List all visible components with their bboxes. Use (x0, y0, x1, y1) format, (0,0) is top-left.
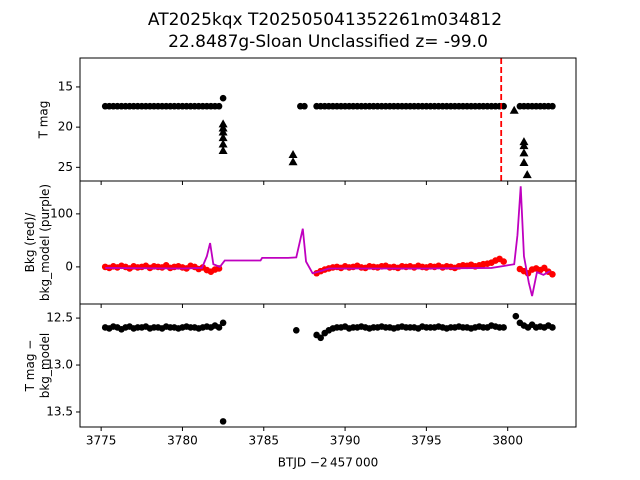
x-tick-label: 3800 (492, 434, 523, 448)
point (301, 102, 308, 110)
upper-limit (218, 145, 228, 154)
upper-limit (218, 119, 228, 128)
y-tick-label: 0 (65, 259, 73, 273)
point (292, 326, 300, 334)
y-tick-label: 100 (50, 206, 73, 220)
point (512, 312, 520, 320)
y-tick-label: 20 (58, 120, 73, 134)
axes-frame (79, 303, 577, 428)
upper-limit (218, 127, 228, 136)
y-tick-label: 13.5 (46, 404, 73, 418)
x-tick-label: 3790 (330, 434, 361, 448)
upper-limit (519, 137, 529, 146)
title-line: AT2025kqx T202505041352261m034812 (148, 10, 502, 30)
point (549, 324, 556, 331)
upper-limit (519, 141, 529, 150)
upper-limit (519, 148, 529, 157)
point (219, 319, 227, 327)
point (500, 324, 507, 331)
upper-limit (509, 105, 519, 114)
plot-area (101, 312, 556, 425)
x-tick-label: 3780 (167, 434, 198, 448)
point (549, 271, 556, 278)
upper-limit (522, 170, 532, 179)
upper-limit (218, 133, 228, 142)
model-line (105, 186, 551, 297)
point (215, 102, 223, 110)
plot-area (101, 58, 556, 181)
y-tick-label: 12.5 (46, 311, 73, 325)
plot-area (101, 186, 556, 297)
upper-limit (288, 149, 298, 158)
x-tick-label: 3795 (411, 434, 442, 448)
upper-limit (519, 158, 529, 167)
y-tick-label: 15 (58, 79, 73, 93)
y-axis-label: bkg_model (38, 333, 52, 399)
axes-frame (79, 180, 577, 305)
y-axis-label: Bkg (red)/ (23, 212, 37, 273)
x-axis-label: BTJD −2 457 000 (278, 456, 378, 470)
y-axis-label: T mag − (23, 340, 37, 393)
y-tick-label: 13.0 (46, 358, 73, 372)
y-tick-label: 25 (58, 160, 73, 174)
y-axis-label: bkg_model (purple) (38, 184, 52, 301)
point (500, 258, 507, 265)
point (215, 324, 223, 331)
title-line: 22.8487g-Sloan Unclassified z= -99.0 (168, 32, 488, 52)
upper-limit (218, 139, 228, 148)
upper-limit (218, 123, 228, 132)
x-tick-label: 3775 (86, 434, 117, 448)
x-tick-label: 3785 (248, 434, 279, 448)
upper-limit (288, 157, 298, 166)
point (317, 334, 324, 342)
point (219, 94, 227, 102)
point (219, 418, 227, 425)
y-axis-label: T mag (37, 101, 51, 140)
point (549, 102, 556, 110)
